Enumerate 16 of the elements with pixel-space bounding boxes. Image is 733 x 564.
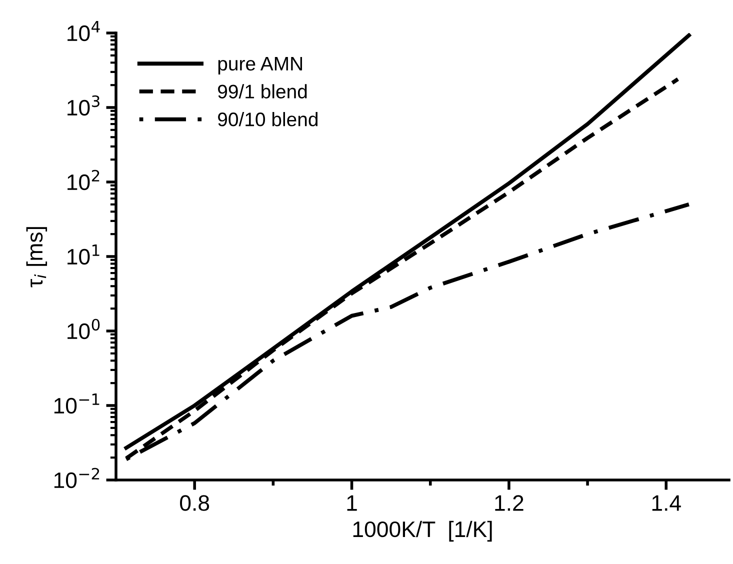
x-tick-label: 1 <box>347 495 357 511</box>
legend-label: pure AMN <box>218 57 302 74</box>
legend-label: 99/1 blend <box>218 84 307 98</box>
x-axis-title: 1000K/T [1/K] <box>353 520 492 542</box>
y-tick-label: 10$^{4}$ <box>68 21 100 42</box>
y-tick-label: 10$^{2}$ <box>68 170 100 190</box>
x-tick-label: 1.4 <box>652 495 681 511</box>
x-tick-label: 1.2 <box>495 495 524 511</box>
y-tick-label: 10$^{0}$ <box>68 318 100 340</box>
legend-label: 90/10 blend <box>218 112 318 126</box>
y-tick-label: 10$^{3}$ <box>68 95 100 116</box>
y-axis-title: τ$_{i}$ [ms] <box>26 227 48 288</box>
y-tick-label: 10$^{1}$ <box>68 244 100 265</box>
y-tick-label: 10$^{−1}$ <box>54 394 100 414</box>
y-tick-label: 10$^{−2}$ <box>54 468 100 488</box>
x-tick-label: 0.8 <box>180 495 210 511</box>
